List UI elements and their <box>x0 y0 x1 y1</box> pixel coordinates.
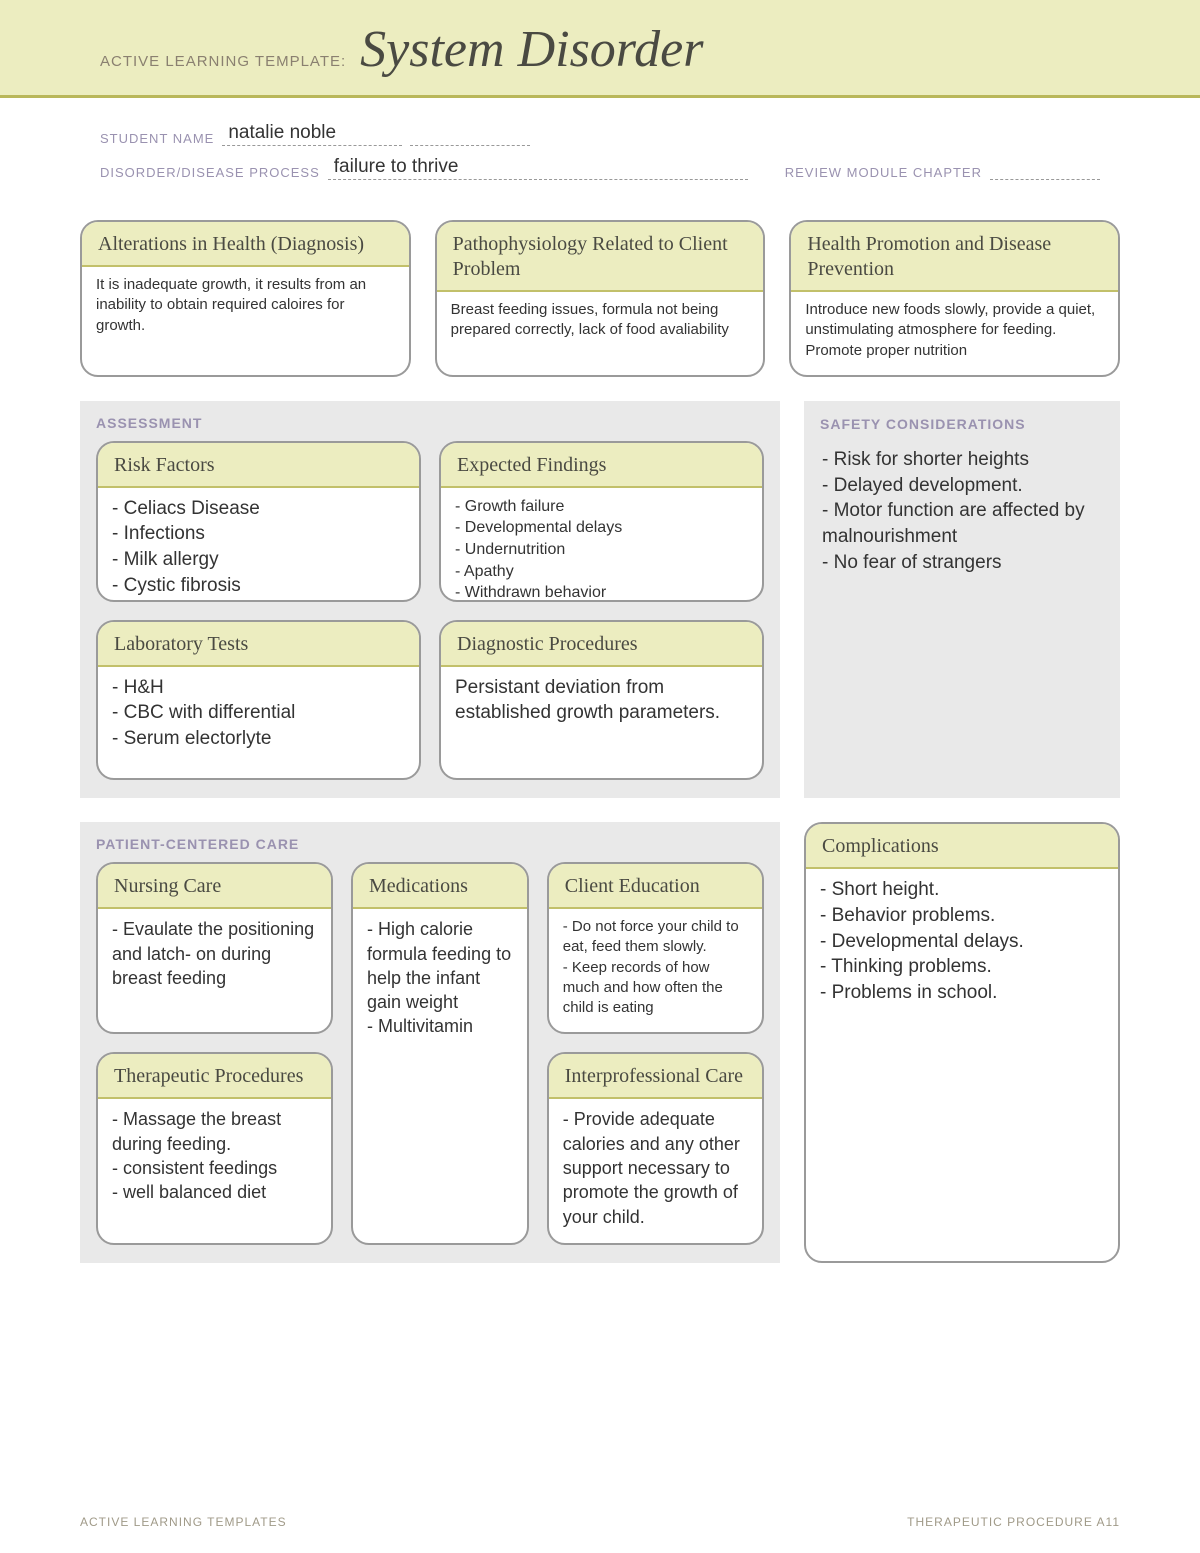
card-title: Alterations in Health (Diagnosis) <box>82 222 409 267</box>
card-body: - Short height. - Behavior problems. - D… <box>806 869 1118 1019</box>
complications-card: Complications - Short height. - Behavior… <box>804 822 1120 1263</box>
card-title: Diagnostic Procedures <box>441 622 762 667</box>
therapeutic-procedures-card: Therapeutic Procedures - Massage the bre… <box>96 1052 333 1244</box>
top-row: Alterations in Health (Diagnosis) It is … <box>80 220 1120 377</box>
student-name-value: natalie noble <box>222 122 402 146</box>
card-title: Client Education <box>549 864 762 909</box>
card-body: - Do not force your child to eat, feed t… <box>549 909 762 1032</box>
pcc-label: PATIENT-CENTERED CARE <box>96 836 764 852</box>
card-body: - Evaulate the positioning and latch- on… <box>98 909 331 1004</box>
expected-findings-card: Expected Findings - Growth failure - Dev… <box>439 441 764 602</box>
meta-block: STUDENT NAME natalie noble DISORDER/DISE… <box>0 98 1200 200</box>
blank-line <box>410 128 530 146</box>
page: ACTIVE LEARNING TEMPLATE: System Disorde… <box>0 0 1200 1553</box>
card-body: Breast feeding issues, formula not being… <box>437 292 764 355</box>
card-title: Nursing Care <box>98 864 331 909</box>
template-label: ACTIVE LEARNING TEMPLATE: <box>100 53 346 70</box>
footer-left: ACTIVE LEARNING TEMPLATES <box>80 1515 287 1529</box>
footer-right: THERAPEUTIC PROCEDURE A11 <box>907 1515 1120 1529</box>
card-body: It is inadequate growth, it results from… <box>82 267 409 350</box>
disorder-value: failure to thrive <box>328 156 748 180</box>
card-body: - Massage the breast during feeding. - c… <box>98 1099 331 1218</box>
card-body: - H&H - CBC with differential - Serum el… <box>98 667 419 766</box>
card-body: - Celiacs Disease - Infections - Milk al… <box>98 488 419 602</box>
card-title: Complications <box>806 824 1118 869</box>
footer: ACTIVE LEARNING TEMPLATES THERAPEUTIC PR… <box>80 1515 1120 1529</box>
complications-col: Complications - Short height. - Behavior… <box>804 822 1120 1263</box>
card-title: Medications <box>353 864 527 909</box>
client-education-card: Client Education - Do not force your chi… <box>547 862 764 1034</box>
diagnostic-procedures-card: Diagnostic Procedures Persistant deviati… <box>439 620 764 781</box>
card-title: Therapeutic Procedures <box>98 1054 331 1099</box>
page-title: System Disorder <box>360 20 703 79</box>
safety-body: - Risk for shorter heights - Delayed dev… <box>820 443 1104 579</box>
card-body: - Growth failure - Developmental delays … <box>441 488 762 602</box>
health-promotion-card: Health Promotion and Disease Prevention … <box>789 220 1120 377</box>
card-title: Risk Factors <box>98 443 419 488</box>
disorder-label: DISORDER/DISEASE PROCESS <box>100 165 320 180</box>
card-body: - Provide adequate calories and any othe… <box>549 1099 762 1242</box>
pathophysiology-card: Pathophysiology Related to Client Proble… <box>435 220 766 377</box>
card-title: Laboratory Tests <box>98 622 419 667</box>
assessment-panel: ASSESSMENT Risk Factors - Celiacs Diseas… <box>80 401 780 798</box>
card-body: Introduce new foods slowly, provide a qu… <box>791 292 1118 375</box>
risk-factors-card: Risk Factors - Celiacs Disease - Infecti… <box>96 441 421 602</box>
pcc-panel: PATIENT-CENTERED CARE Nursing Care - Eva… <box>80 822 780 1263</box>
nursing-care-card: Nursing Care - Evaulate the positioning … <box>96 862 333 1034</box>
student-name-label: STUDENT NAME <box>100 131 214 146</box>
blank-line <box>990 162 1100 180</box>
card-title: Pathophysiology Related to Client Proble… <box>437 222 764 292</box>
safety-label: SAFETY CONSIDERATIONS <box>820 415 1104 433</box>
card-body: - High calorie formula feeding to help t… <box>353 909 527 1052</box>
safety-panel: SAFETY CONSIDERATIONS - Risk for shorter… <box>804 401 1120 798</box>
card-title: Expected Findings <box>441 443 762 488</box>
header-band: ACTIVE LEARNING TEMPLATE: System Disorde… <box>0 0 1200 98</box>
assessment-label: ASSESSMENT <box>96 415 764 431</box>
review-chapter-label: REVIEW MODULE CHAPTER <box>785 165 982 180</box>
interprofessional-care-card: Interprofessional Care - Provide adequat… <box>547 1052 764 1244</box>
card-body: Persistant deviation from established gr… <box>441 667 762 740</box>
alterations-card: Alterations in Health (Diagnosis) It is … <box>80 220 411 377</box>
card-title: Health Promotion and Disease Prevention <box>791 222 1118 292</box>
laboratory-tests-card: Laboratory Tests - H&H - CBC with differ… <box>96 620 421 781</box>
medications-card: Medications - High calorie formula feedi… <box>351 862 529 1245</box>
card-title: Interprofessional Care <box>549 1054 762 1099</box>
